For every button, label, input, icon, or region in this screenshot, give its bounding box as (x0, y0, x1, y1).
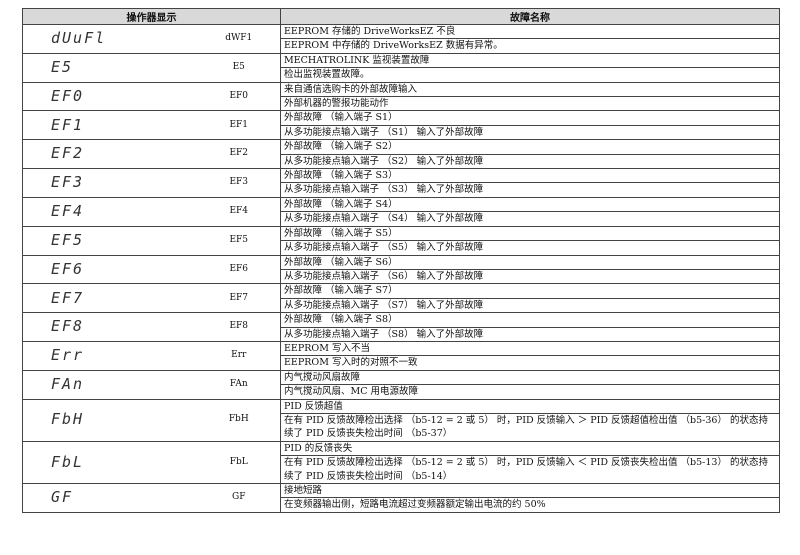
fault-description: 外部故障 （输入端子 S7） (280, 283, 780, 299)
display-code: EF3 (22, 168, 198, 198)
fault-code: EF2 (197, 139, 281, 170)
table-row: 在变频器输出侧，短路电流超过变频器额定输出电流的约 50% (23, 497, 780, 513)
fault-code: EF0 (197, 81, 281, 112)
fault-description: EEPROM 存储的 DriveWorksEZ 不良 (280, 23, 780, 40)
table-row: FbL FbL PID 的反馈丧失 (22, 440, 780, 485)
table-row: EF6 EF6 外部故障 （输入端子 S6） (22, 254, 780, 285)
display-code: EF4 (22, 196, 198, 227)
fault-description: 接地短路 (280, 482, 780, 499)
display-code: EF5 (22, 225, 198, 256)
fault-code: E5 (197, 52, 281, 83)
display-code: EF1 (22, 110, 198, 141)
table-row: 从多功能接点输入端子 （S4） 输入了外部故障 (23, 211, 780, 227)
header-cell: 故障名称 (280, 8, 780, 25)
table-row: 从多功能接点输入端子 （S2） 输入了外部故障 (23, 153, 780, 170)
display-code: GF (22, 483, 198, 513)
display-code: E5 (22, 52, 198, 83)
fault-description: 检出监视装置故障。 (280, 67, 780, 83)
table-row: EF5 EF5 外部故障 （输入端子 S5） (22, 225, 780, 256)
fault-code: EF4 (197, 196, 281, 227)
display-code: EF6 (22, 254, 198, 285)
fault-code: EF7 (197, 283, 281, 314)
fault-description: 在有 PID 反馈故障检出选择 （b5-12 = 2 或 5） 时，PID 反馈… (280, 455, 780, 484)
fault-code: EF1 (197, 110, 281, 141)
fault-description: PID 反馈超值 (280, 398, 780, 414)
fault-description: 外部故障 （输入端子 S1） (280, 110, 780, 126)
table-row: 从多功能接点输入端子 （S1） 输入了外部故障 (23, 124, 780, 141)
table-row: EF2 EF2 外部故障 （输入端子 S2） (22, 139, 780, 170)
table-row: FbH FbH PID 反馈超值 (22, 398, 780, 442)
fault-description: 外部机器的警报功能动作 (280, 96, 780, 112)
fault-description: EEPROM 中存储的 DriveWorksEZ 数据有异常。 (280, 38, 780, 54)
fault-code: dWF1 (197, 24, 281, 54)
table-row: EF7 EF7 外部故障 （输入端子 S7） (22, 283, 780, 314)
display-code: EF8 (22, 312, 198, 342)
fault-description: EEPROM 写入不当 (280, 340, 780, 357)
fault-code: GF (197, 483, 281, 513)
fault-description: 内气搅动风扇故障 (280, 369, 780, 386)
table-row: EF3 EF3 外部故障 （输入端子 S3） (22, 168, 780, 198)
fault-description: EEPROM 写入时的对照不一致 (280, 355, 780, 371)
fault-code: EF8 (197, 312, 281, 342)
fault-description: 外部故障 （输入端子 S2） (280, 139, 780, 155)
fault-description: 从多功能接点输入端子 （S6） 输入了外部故障 (280, 268, 780, 285)
fault-description: 外部故障 （输入端子 S8） (280, 312, 780, 328)
fault-description: 外部故障 （输入端子 S6） (280, 254, 780, 270)
fault-description: 从多功能接点输入端子 （S8） 输入了外部故障 (280, 326, 780, 342)
table-row: 从多功能接点输入端子 （S3） 输入了外部故障 (23, 182, 780, 198)
fault-description: 从多功能接点输入端子 （S1） 输入了外部故障 (280, 124, 780, 141)
fault-description: 从多功能接点输入端子 （S5） 输入了外部故障 (280, 240, 780, 256)
table-row: FAn FAn 内气搅动风扇故障 (22, 369, 780, 400)
display-code: dUuFl (22, 24, 198, 54)
display-code: Err (22, 340, 198, 371)
fault-description: 来自通信选购卡的外部故障输入 (280, 81, 780, 98)
fault-description: 从多功能接点输入端子 （S3） 输入了外部故障 (280, 182, 780, 198)
header-row: 操作器显示 故障名称 (22, 8, 780, 25)
fault-description: 从多功能接点输入端子 （S4） 输入了外部故障 (280, 211, 780, 227)
display-code: EF0 (22, 81, 198, 112)
fault-code: FbL (197, 440, 281, 485)
fault-code: EF3 (197, 168, 281, 198)
fault-description: 从多功能接点输入端子 （S2） 输入了外部故障 (280, 153, 780, 170)
fault-code: FAn (197, 369, 281, 400)
display-code: FbL (22, 440, 198, 485)
header-cell: 操作器显示 (22, 8, 281, 25)
table-row: EF4 EF4 外部故障 （输入端子 S4） (22, 196, 780, 227)
table-row: 在有 PID 反馈故障检出选择 （b5-12 = 2 或 5） 时，PID 反馈… (23, 412, 780, 442)
table-row: Err Err EEPROM 写入不当 (22, 340, 780, 371)
table-row: EF1 EF1 外部故障 （输入端子 S1） (22, 110, 780, 141)
display-code: FbH (22, 398, 198, 442)
display-code: EF2 (22, 139, 198, 170)
fault-description: 外部故障 （输入端子 S4） (280, 196, 780, 213)
fault-code: Err (197, 340, 281, 371)
fault-table: 操作器显示 故障名称 dUuFl dWF1 EEPROM 存储的 DriveWork… (22, 8, 780, 513)
fault-code: FbH (197, 398, 281, 442)
fault-description: 内气搅动风扇、MC 用电源故障 (280, 384, 780, 400)
fault-description: PID 的反馈丧失 (280, 440, 780, 457)
fault-code: EF5 (197, 225, 281, 256)
table-body: dUuFl dWF1 EEPROM 存储的 DriveWorksEZ 不良 EEPRO… (22, 23, 780, 513)
table-row: 从多功能接点输入端子 （S5） 输入了外部故障 (23, 240, 780, 256)
fault-code: EF6 (197, 254, 281, 285)
table-row: E5 E5 MECHATROLINK 监视装置故障 (22, 52, 780, 83)
table-row: EF8 EF8 外部故障 （输入端子 S8） (22, 312, 780, 342)
display-code: FAn (22, 369, 198, 400)
table-row: GF GF 接地短路 (22, 482, 780, 513)
fault-description: 从多功能接点输入端子 （S7） 输入了外部故障 (280, 297, 780, 314)
fault-description: 在有 PID 反馈故障检出选择 （b5-12 = 2 或 5） 时，PID 反馈… (280, 412, 780, 442)
display-code: EF7 (22, 283, 198, 314)
table-row: dUuFl dWF1 EEPROM 存储的 DriveWorksEZ 不良 (22, 23, 780, 54)
table-row: EF0 EF0 来自通信选购卡的外部故障输入 (22, 81, 780, 112)
fault-description: 外部故障 （输入端子 S5） (280, 225, 780, 242)
fault-description: 在变频器输出侧，短路电流超过变频器额定输出电流的约 50% (280, 497, 780, 513)
fault-description: 外部故障 （输入端子 S3） (280, 168, 780, 184)
fault-description: MECHATROLINK 监视装置故障 (280, 52, 780, 69)
